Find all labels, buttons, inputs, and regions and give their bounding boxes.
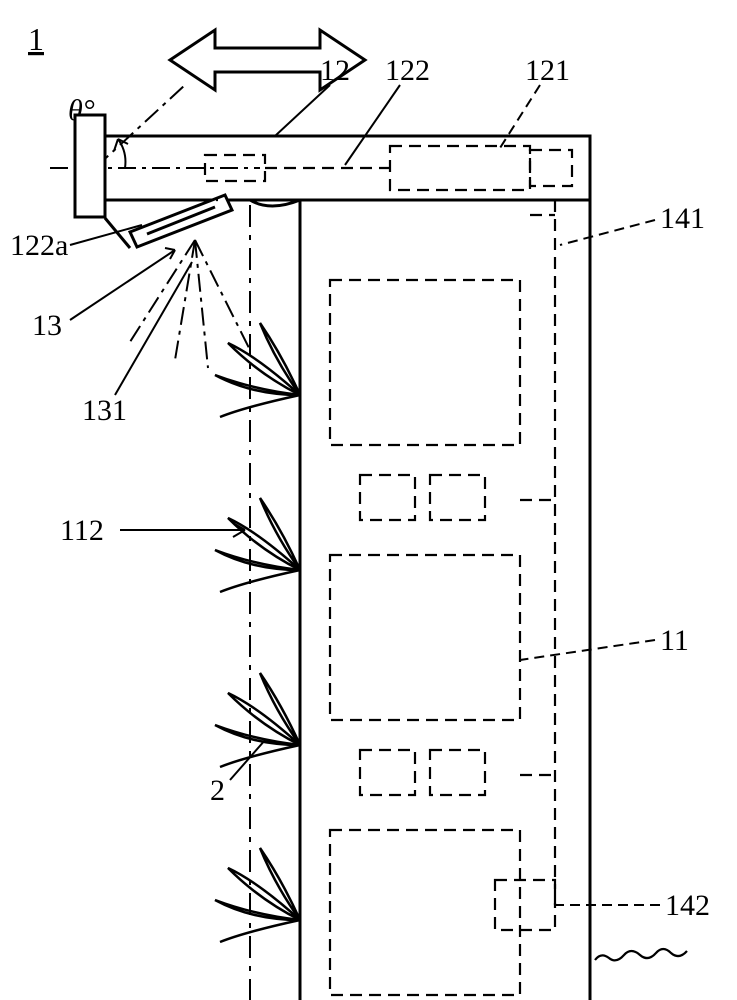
label-122a: 122a xyxy=(10,229,68,262)
angled-reflector xyxy=(105,195,232,248)
vertical-column xyxy=(300,200,590,1000)
figure-title: 1 xyxy=(28,21,44,57)
label-141: 141 xyxy=(660,202,705,235)
label-2: 2 xyxy=(210,774,225,807)
column-internals xyxy=(330,200,555,995)
label-112: 112 xyxy=(60,514,104,547)
label-12: 12 xyxy=(320,54,350,87)
arm-internals xyxy=(205,146,572,190)
light-rays xyxy=(128,240,250,368)
technical-diagram: 1 θ° xyxy=(0,0,737,1000)
angle-arc xyxy=(118,139,125,168)
label-122: 122 xyxy=(385,54,430,87)
plant-leaves xyxy=(215,323,300,942)
label-142: 142 xyxy=(665,889,710,922)
label-121: 121 xyxy=(525,54,570,87)
label-131: 131 xyxy=(82,394,127,427)
ground-hatch xyxy=(595,949,687,960)
label-13: 13 xyxy=(32,309,62,342)
leaders xyxy=(70,85,660,905)
label-11: 11 xyxy=(660,624,689,657)
arm-endcap xyxy=(75,115,105,217)
